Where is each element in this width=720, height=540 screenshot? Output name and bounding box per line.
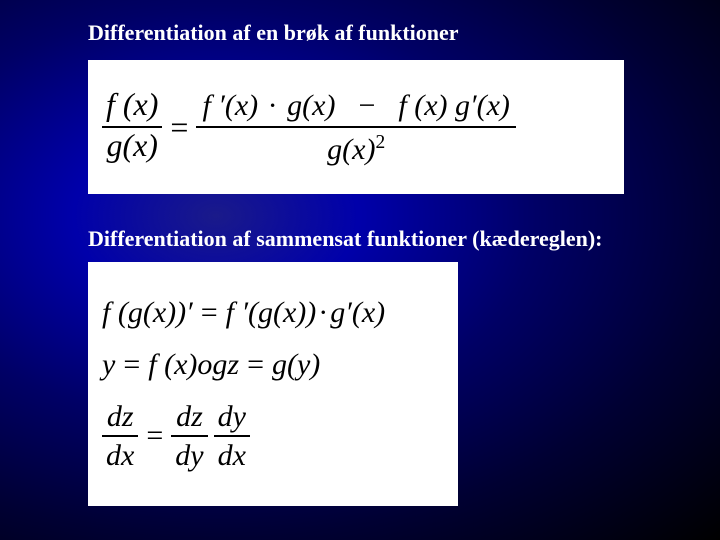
chain-rule-line2: y = f (x) og z = g(y) <box>102 348 385 382</box>
l1-rhs-a: f ′(g(x)) <box>226 296 317 330</box>
l2-y: y <box>102 348 115 382</box>
l1-dot: · <box>318 296 328 330</box>
l3-f2-den: dy <box>171 437 207 472</box>
l3-frac2: dz dy <box>171 400 207 472</box>
chain-rule-equations: f (g(x))′ = f ′(g(x)) · g′(x) y = f (x) … <box>102 296 385 472</box>
l2-eq1: = <box>123 348 140 382</box>
l3-f3-num: dy <box>214 400 250 437</box>
l2-gy: g(y) <box>272 348 320 382</box>
rhs-num-fprime: f ′(x) <box>202 89 258 122</box>
l3-f3-den: dx <box>214 437 250 472</box>
rhs-den-exp: 2 <box>375 132 385 153</box>
rhs-num-minus: − <box>358 89 375 122</box>
l1-lhs: f (g(x))′ <box>102 296 193 330</box>
l2-z: z <box>227 348 239 382</box>
l3-f2-num: dz <box>171 400 207 437</box>
l1-rhs-b: g′(x) <box>330 296 385 330</box>
rhs-num-f: f (x) <box>398 89 447 122</box>
lhs-numerator: f (x) <box>102 87 162 128</box>
l2-og: og <box>197 348 227 382</box>
rhs-num-gprime: g′(x) <box>455 89 510 122</box>
rhs-num-dot1: · <box>268 89 278 122</box>
l1-equals: = <box>201 296 218 330</box>
quotient-rule-equation: f (x) g(x) = f ′(x) · g(x) − f (x) g′(x)… <box>102 87 516 167</box>
l3-frac3: dy dx <box>214 400 250 472</box>
formula-quotient-rule: f (x) g(x) = f ′(x) · g(x) − f (x) g′(x)… <box>88 60 624 194</box>
chain-rule-line3: dz dx = dz dy dy dx <box>102 400 385 472</box>
l3-f1-num: dz <box>102 400 138 437</box>
formula-chain-rule: f (g(x))′ = f ′(g(x)) · g′(x) y = f (x) … <box>88 262 458 506</box>
rhs-den-g: g(x) <box>327 133 375 166</box>
heading-chain-rule: Differentiation af sammensat funktioner … <box>88 226 603 252</box>
rhs-num-g: g(x) <box>287 89 335 122</box>
rhs-denominator: g(x)2 <box>196 128 515 166</box>
l3-eq: = <box>146 419 163 453</box>
l3-f1-den: dx <box>102 437 138 472</box>
rhs-numerator: f ′(x) · g(x) − f (x) g′(x) <box>196 89 515 128</box>
lhs-fraction: f (x) g(x) <box>102 87 162 167</box>
rhs-fraction: f ′(x) · g(x) − f (x) g′(x) g(x)2 <box>196 89 515 166</box>
l3-frac1: dz dx <box>102 400 138 472</box>
lhs-denominator: g(x) <box>102 128 162 167</box>
heading-quotient-rule: Differentiation af en brøk af funktioner <box>88 20 459 46</box>
equals-sign: = <box>170 109 188 146</box>
chain-rule-line1: f (g(x))′ = f ′(g(x)) · g′(x) <box>102 296 385 330</box>
l2-fx: f (x) <box>148 348 197 382</box>
l2-eq2: = <box>247 348 264 382</box>
